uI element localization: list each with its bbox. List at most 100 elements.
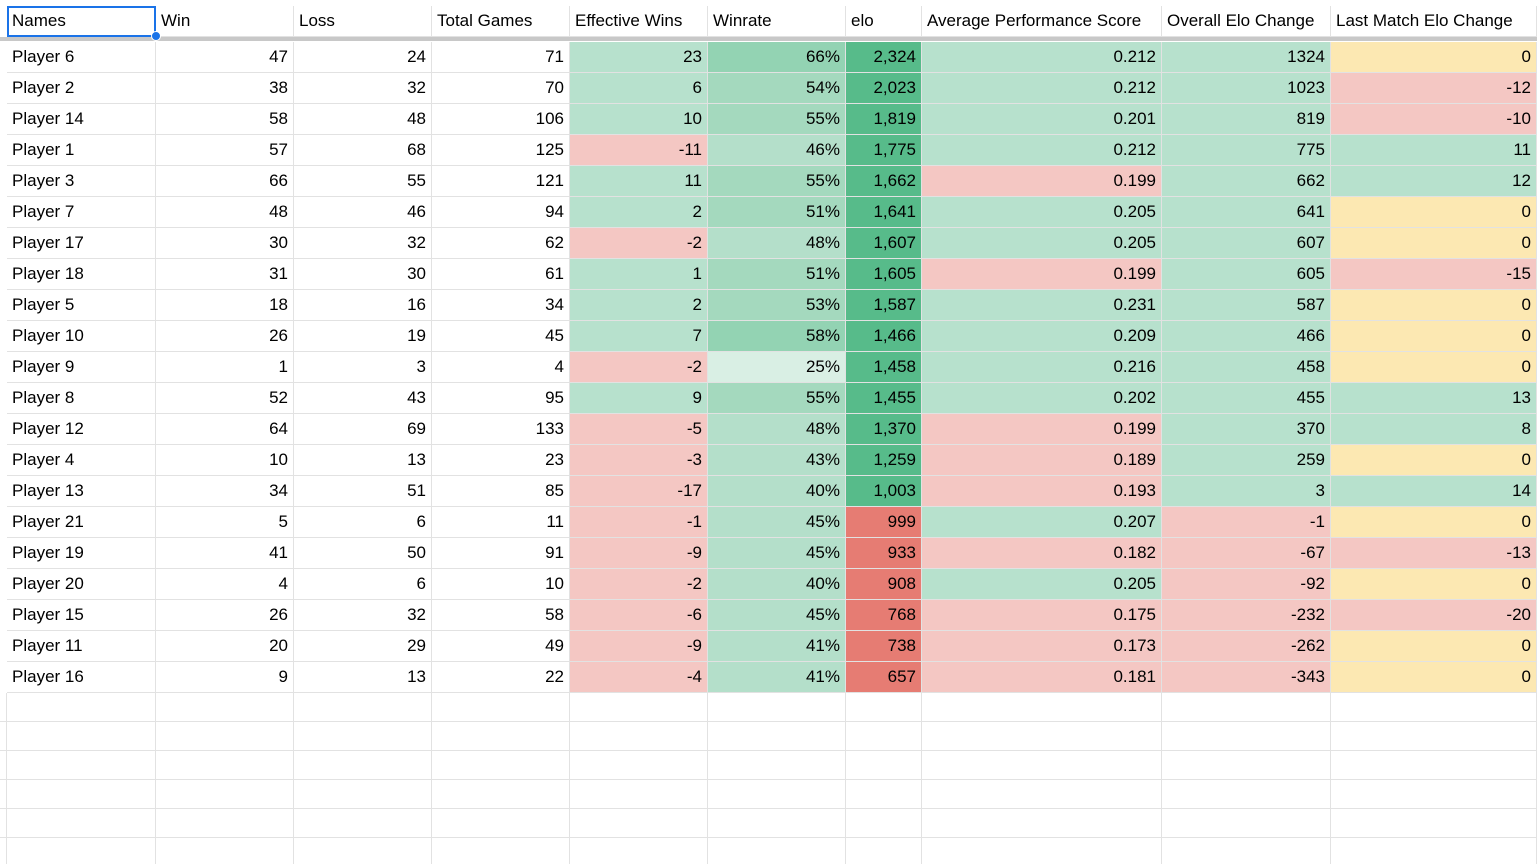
cell[interactable]: 64 xyxy=(156,414,294,445)
cell[interactable]: -11 xyxy=(570,135,708,166)
cell[interactable]: 121 xyxy=(432,166,570,197)
cell[interactable]: 0.205 xyxy=(922,228,1162,259)
cell[interactable]: 0 xyxy=(1331,507,1537,538)
cell[interactable]: -2 xyxy=(570,569,708,600)
cell[interactable]: 45% xyxy=(708,600,846,631)
cell[interactable]: -13 xyxy=(1331,538,1537,569)
cell[interactable]: -12 xyxy=(1331,73,1537,104)
cell[interactable]: 32 xyxy=(294,73,432,104)
cell[interactable]: 1,466 xyxy=(846,321,922,352)
cell[interactable]: 69 xyxy=(294,414,432,445)
cell[interactable]: 11 xyxy=(570,166,708,197)
cell[interactable]: 657 xyxy=(846,662,922,693)
cell[interactable]: 58 xyxy=(432,600,570,631)
cell[interactable]: 0.209 xyxy=(922,321,1162,352)
cell[interactable]: 259 xyxy=(1162,445,1331,476)
header-cell[interactable]: Names xyxy=(7,6,156,37)
cell[interactable]: 0 xyxy=(1331,321,1537,352)
cell[interactable]: 19 xyxy=(294,321,432,352)
cell[interactable]: 4 xyxy=(432,352,570,383)
cell[interactable]: 41% xyxy=(708,631,846,662)
cell[interactable]: 0.202 xyxy=(922,383,1162,414)
cell[interactable]: 4 xyxy=(156,569,294,600)
cell[interactable]: 1,455 xyxy=(846,383,922,414)
cell[interactable]: 6 xyxy=(294,507,432,538)
cell[interactable]: -17 xyxy=(570,476,708,507)
cell[interactable]: 8 xyxy=(1331,414,1537,445)
cell[interactable]: -343 xyxy=(1162,662,1331,693)
cell[interactable]: 58 xyxy=(156,104,294,135)
cell[interactable]: 91 xyxy=(432,538,570,569)
cell[interactable]: 2 xyxy=(570,290,708,321)
cell[interactable]: 466 xyxy=(1162,321,1331,352)
cell[interactable]: 2,023 xyxy=(846,73,922,104)
cell[interactable]: 94 xyxy=(432,197,570,228)
cell[interactable]: 55% xyxy=(708,383,846,414)
cell[interactable]: -2 xyxy=(570,228,708,259)
cell[interactable]: Player 2 xyxy=(7,73,156,104)
cell[interactable]: 0 xyxy=(1331,445,1537,476)
cell[interactable]: -1 xyxy=(570,507,708,538)
cell[interactable]: Player 4 xyxy=(7,445,156,476)
cell[interactable]: 2,324 xyxy=(846,42,922,73)
cell[interactable]: 14 xyxy=(1331,476,1537,507)
cell[interactable]: 10 xyxy=(570,104,708,135)
cell[interactable]: 62 xyxy=(432,228,570,259)
cell[interactable]: 49 xyxy=(432,631,570,662)
cell[interactable]: 1,775 xyxy=(846,135,922,166)
header-cell[interactable]: elo xyxy=(846,6,922,37)
cell[interactable]: Player 1 xyxy=(7,135,156,166)
cell[interactable]: 1,641 xyxy=(846,197,922,228)
cell[interactable]: 0.199 xyxy=(922,414,1162,445)
cell[interactable]: 587 xyxy=(1162,290,1331,321)
cell[interactable]: Player 11 xyxy=(7,631,156,662)
cell[interactable]: 605 xyxy=(1162,259,1331,290)
cell[interactable]: 9 xyxy=(156,662,294,693)
cell[interactable]: 0.189 xyxy=(922,445,1162,476)
cell[interactable]: 34 xyxy=(156,476,294,507)
cell[interactable]: 43 xyxy=(294,383,432,414)
cell[interactable]: 45 xyxy=(432,321,570,352)
cell[interactable]: 16 xyxy=(294,290,432,321)
cell[interactable]: -10 xyxy=(1331,104,1537,135)
cell[interactable]: 370 xyxy=(1162,414,1331,445)
cell[interactable]: 48% xyxy=(708,228,846,259)
cell[interactable]: 51% xyxy=(708,259,846,290)
cell[interactable]: 819 xyxy=(1162,104,1331,135)
cell[interactable]: 0 xyxy=(1331,569,1537,600)
cell[interactable]: 53% xyxy=(708,290,846,321)
header-cell[interactable]: Overall Elo Change xyxy=(1162,6,1331,37)
cell[interactable]: -2 xyxy=(570,352,708,383)
cell[interactable]: 51 xyxy=(294,476,432,507)
cell[interactable]: 1,259 xyxy=(846,445,922,476)
cell[interactable]: 125 xyxy=(432,135,570,166)
cell[interactable]: 455 xyxy=(1162,383,1331,414)
cell[interactable]: 1 xyxy=(156,352,294,383)
cell[interactable]: 9 xyxy=(570,383,708,414)
cell[interactable]: 1,819 xyxy=(846,104,922,135)
cell[interactable]: 32 xyxy=(294,228,432,259)
cell[interactable]: Player 9 xyxy=(7,352,156,383)
cell[interactable]: 1,587 xyxy=(846,290,922,321)
cell[interactable]: 11 xyxy=(432,507,570,538)
cell[interactable]: 61 xyxy=(432,259,570,290)
cell[interactable]: 46 xyxy=(294,197,432,228)
cell[interactable]: 0.212 xyxy=(922,42,1162,73)
cell[interactable]: 57 xyxy=(156,135,294,166)
cell[interactable]: 0.216 xyxy=(922,352,1162,383)
cell[interactable]: Player 20 xyxy=(7,569,156,600)
cell[interactable]: -15 xyxy=(1331,259,1537,290)
cell[interactable]: Player 15 xyxy=(7,600,156,631)
cell[interactable]: 775 xyxy=(1162,135,1331,166)
cell[interactable]: 23 xyxy=(432,445,570,476)
cell[interactable]: 1324 xyxy=(1162,42,1331,73)
cell[interactable]: 50 xyxy=(294,538,432,569)
cell[interactable]: 641 xyxy=(1162,197,1331,228)
cell[interactable]: 45% xyxy=(708,538,846,569)
cell[interactable]: 47 xyxy=(156,42,294,73)
cell[interactable]: Player 6 xyxy=(7,42,156,73)
cell[interactable]: 0.201 xyxy=(922,104,1162,135)
cell[interactable]: 45% xyxy=(708,507,846,538)
cell[interactable]: 54% xyxy=(708,73,846,104)
cell[interactable]: 0.175 xyxy=(922,600,1162,631)
